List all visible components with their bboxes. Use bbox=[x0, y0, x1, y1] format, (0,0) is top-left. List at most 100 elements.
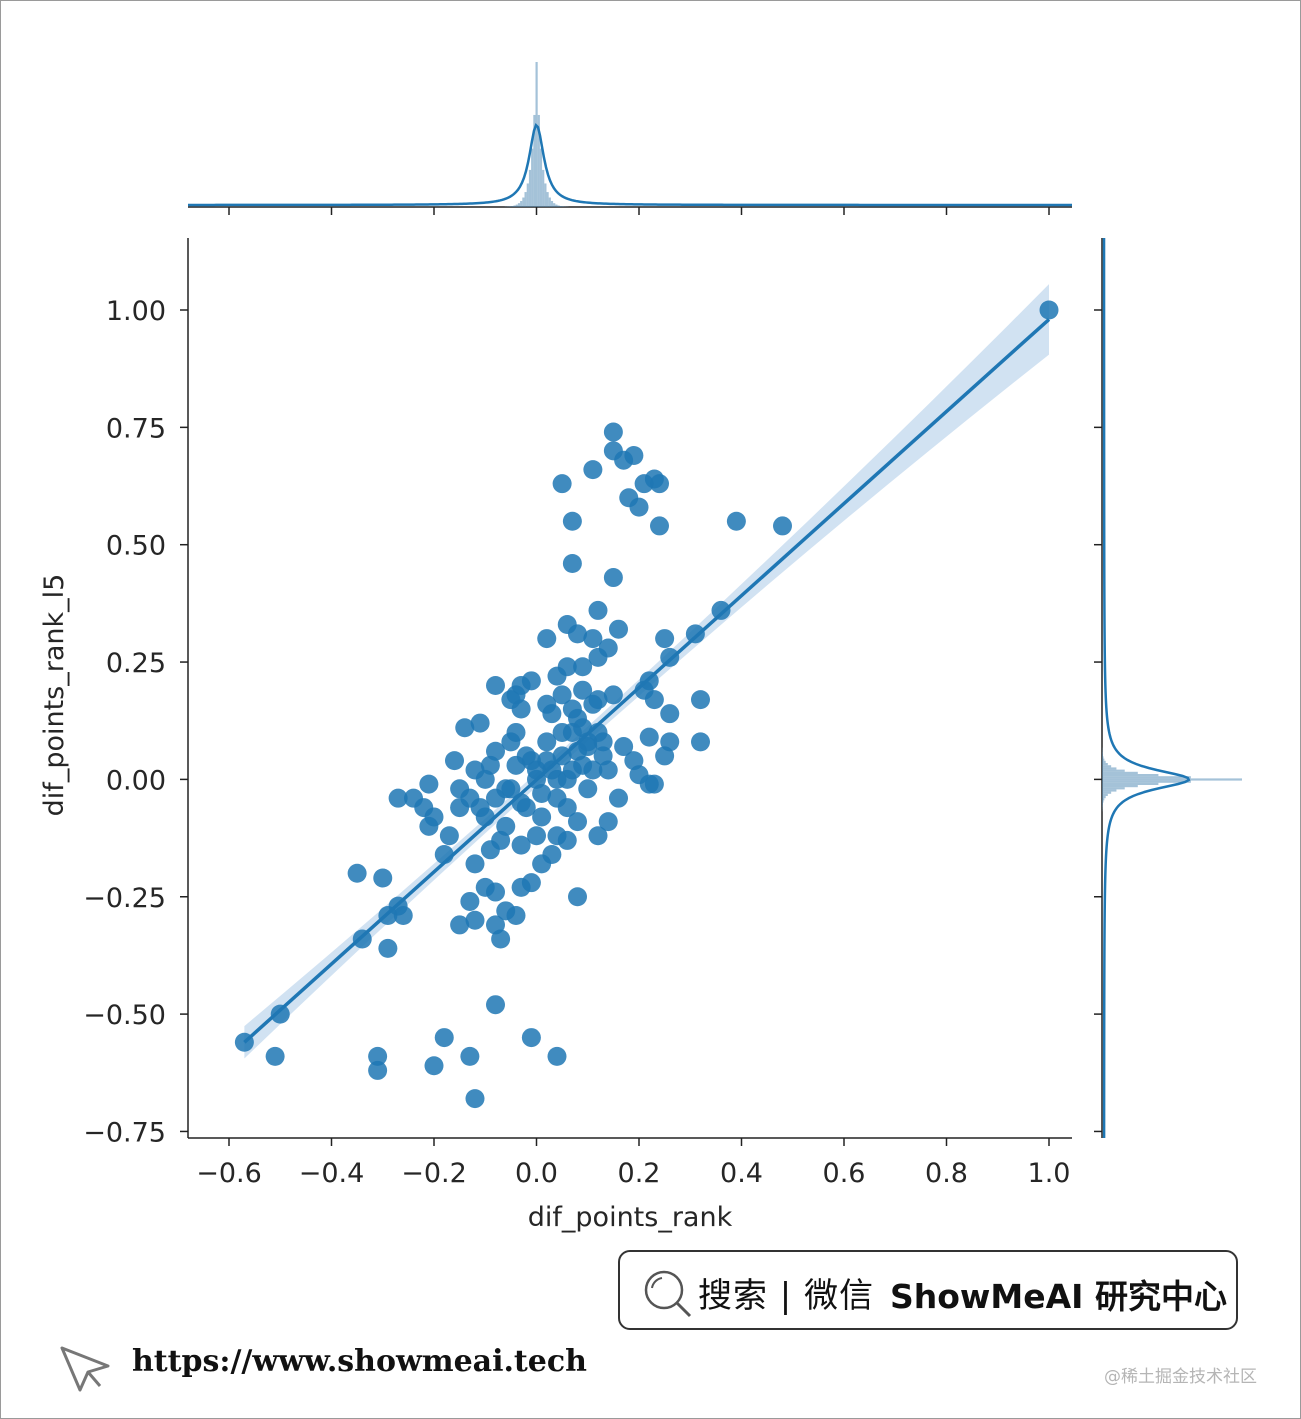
data-point bbox=[644, 690, 664, 710]
marginal-x-bar bbox=[528, 169, 532, 207]
data-point bbox=[486, 995, 505, 1015]
marginal-x-bar bbox=[535, 62, 538, 207]
marginal-y-distribution bbox=[1094, 238, 1242, 1138]
marginal-y-bar bbox=[1102, 752, 1103, 755]
data-point bbox=[650, 516, 669, 536]
data-point bbox=[506, 722, 526, 742]
data-point bbox=[773, 516, 792, 536]
y-tick-label: −0.75 bbox=[83, 1117, 166, 1148]
jointplot-chart: −0.6 −0.4 −0.2 0.0 0.2 0.4 0.6 0.8 1.0 1.00 0.75 0.… bbox=[39, 62, 1242, 1233]
marginal-x-kde bbox=[187, 123, 1072, 207]
data-point bbox=[691, 690, 710, 710]
marginal-y-bar bbox=[1102, 780, 1191, 783]
data-point bbox=[685, 624, 705, 644]
data-point bbox=[639, 727, 659, 747]
data-point bbox=[516, 798, 536, 818]
data-point bbox=[537, 629, 557, 649]
scatter-points bbox=[234, 300, 1059, 1109]
marginal-y-bar bbox=[1102, 800, 1104, 803]
x-tick-label: 0.2 bbox=[618, 1158, 661, 1189]
data-point bbox=[603, 422, 623, 442]
data-point bbox=[593, 732, 613, 752]
watermark-text: @稀土掘金技术社区 bbox=[1104, 1367, 1257, 1387]
data-point bbox=[465, 1089, 485, 1109]
marginal-x-bar bbox=[526, 183, 529, 207]
marginal-x-bar bbox=[561, 206, 565, 207]
marginal-y-bar bbox=[1102, 804, 1103, 807]
x-tick-label: −0.4 bbox=[299, 1158, 365, 1189]
marginal-x-bar bbox=[537, 114, 540, 207]
marginal-x-bar bbox=[524, 192, 527, 207]
search-banner bbox=[618, 1250, 1238, 1330]
data-point bbox=[562, 699, 582, 719]
data-point bbox=[511, 835, 531, 855]
data-point bbox=[711, 600, 731, 620]
marginal-y-bar bbox=[1102, 756, 1104, 759]
data-point bbox=[655, 629, 675, 649]
marginal-y-bar bbox=[1102, 771, 1138, 774]
marginal-y-bar bbox=[1102, 793, 1108, 796]
marginal-y-bar bbox=[1102, 787, 1125, 790]
data-point bbox=[434, 1028, 454, 1048]
data-point bbox=[598, 760, 618, 780]
data-point bbox=[347, 863, 367, 883]
data-point bbox=[527, 826, 546, 846]
x-tick-label: −0.2 bbox=[401, 1158, 467, 1189]
data-point bbox=[609, 788, 628, 808]
regression-line-layer bbox=[243, 318, 1051, 1044]
data-point bbox=[450, 915, 470, 935]
y-tick-label: 0.25 bbox=[106, 648, 166, 679]
data-point bbox=[521, 873, 541, 893]
data-point bbox=[547, 788, 567, 808]
data-point bbox=[439, 826, 459, 846]
marginal-x-bar bbox=[511, 206, 514, 207]
data-point bbox=[547, 826, 567, 846]
data-point bbox=[588, 826, 608, 846]
x-tick-label: 1.0 bbox=[1028, 1158, 1071, 1189]
data-point bbox=[726, 511, 746, 531]
marginal-y-kde bbox=[1102, 238, 1191, 1138]
data-point bbox=[470, 798, 490, 818]
marginal-y-bar bbox=[1102, 758, 1105, 761]
marginal-y-bar bbox=[1102, 765, 1112, 768]
marginal-y-bar bbox=[1102, 789, 1117, 792]
data-point bbox=[691, 732, 710, 752]
data-point bbox=[506, 755, 526, 775]
marginal-x-bar bbox=[559, 206, 562, 207]
data-point bbox=[393, 906, 413, 926]
data-point bbox=[521, 1028, 541, 1048]
data-point bbox=[511, 699, 531, 719]
data-point bbox=[491, 929, 511, 949]
data-point bbox=[506, 906, 526, 926]
marginal-x-bar bbox=[539, 148, 543, 207]
data-point bbox=[424, 1056, 444, 1076]
marginal-x-bar bbox=[555, 204, 558, 207]
data-point bbox=[378, 938, 398, 958]
data-point bbox=[568, 812, 587, 832]
x-tick-label: −0.6 bbox=[196, 1158, 262, 1189]
marginal-y-bar bbox=[1102, 798, 1105, 801]
data-point bbox=[629, 765, 649, 785]
marginal-x-bar bbox=[531, 148, 534, 207]
y-tick-label: 1.00 bbox=[106, 296, 166, 327]
data-point bbox=[373, 868, 393, 888]
marginal-x-bar bbox=[546, 192, 549, 207]
marginal-y-bar bbox=[1102, 802, 1103, 805]
data-point bbox=[475, 769, 495, 789]
y-tick-label: 0.00 bbox=[106, 765, 166, 796]
data-point bbox=[562, 553, 582, 573]
data-point bbox=[460, 1046, 480, 1066]
y-tick-label: 0.75 bbox=[106, 413, 166, 444]
marginal-y-bar bbox=[1102, 769, 1125, 772]
data-point bbox=[650, 474, 669, 494]
marginal-y-bar bbox=[1102, 760, 1106, 763]
data-point bbox=[537, 732, 557, 752]
data-point bbox=[603, 685, 623, 705]
data-point bbox=[486, 788, 505, 808]
data-point bbox=[480, 840, 500, 860]
x-axis-title: dif_points_rank bbox=[528, 1202, 733, 1233]
site-url-link[interactable]: https://www.showmeai.tech bbox=[132, 1344, 587, 1379]
data-point bbox=[547, 1046, 567, 1066]
marginal-x-bar bbox=[542, 169, 545, 207]
marginal-x-bar bbox=[533, 114, 536, 207]
